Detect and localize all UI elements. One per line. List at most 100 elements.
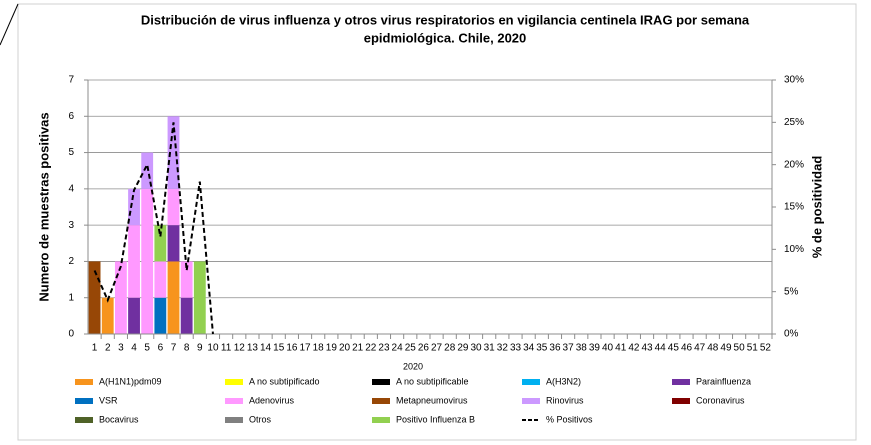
x-tick-label: 5	[144, 343, 150, 354]
legend-label: Parainfluenza	[696, 376, 751, 386]
legend-swatch	[75, 379, 93, 385]
legend-swatch	[225, 398, 243, 404]
x-tick-label: 24	[392, 343, 404, 354]
y2-tick-label: 10%	[784, 244, 804, 255]
legend-label: Metapneumovirus	[396, 395, 468, 405]
bar-segment	[167, 225, 180, 262]
x-tick-label: 46	[681, 343, 693, 354]
x-tick-label: 14	[260, 343, 272, 354]
x-tick-label: 13	[247, 343, 259, 354]
legend-swatch	[75, 398, 93, 404]
bar-segment	[180, 261, 193, 298]
x-tick-label: 29	[457, 343, 469, 354]
bar-segment	[141, 188, 154, 334]
x-tick-label: 3	[118, 343, 124, 354]
x-axis-title: 2020	[403, 361, 423, 371]
y-tick-label: 7	[68, 75, 74, 86]
legend-swatch	[75, 417, 93, 423]
x-tick-label: 20	[339, 343, 351, 354]
bar-segment	[154, 297, 167, 334]
chart-title: Distribución de virus influenza y otros …	[141, 12, 750, 27]
bar-segment	[154, 225, 167, 262]
x-tick-label: 17	[299, 343, 311, 354]
x-tick-label: 32	[497, 343, 509, 354]
x-tick-label: 44	[655, 343, 667, 354]
x-tick-label: 7	[171, 343, 177, 354]
bar-segment	[167, 261, 180, 334]
bar-segment	[128, 225, 140, 298]
y2-tick-label: 15%	[784, 202, 804, 213]
y2-tick-label: 0%	[784, 329, 799, 340]
x-tick-label: 30	[470, 343, 482, 354]
y-tick-label: 3	[68, 220, 74, 231]
x-tick-label: 52	[760, 343, 772, 354]
bar-segment	[167, 116, 180, 189]
legend-label: VSR	[99, 395, 118, 405]
legend-label: Adenovirus	[249, 395, 295, 405]
y-tick-label: 5	[68, 147, 74, 158]
x-tick-label: 18	[313, 343, 325, 354]
x-tick-label: 8	[184, 343, 190, 354]
x-tick-label: 35	[536, 343, 548, 354]
y-tick-label: 4	[68, 183, 74, 194]
x-tick-label: 19	[326, 343, 338, 354]
chart-title: epidmiológica. Chile, 2020	[364, 30, 527, 45]
x-tick-label: 50	[734, 343, 746, 354]
x-tick-label: 40	[602, 343, 614, 354]
x-tick-label: 38	[576, 343, 588, 354]
y2-tick-label: 30%	[784, 75, 804, 86]
legend-label: A no subtipificado	[249, 376, 320, 386]
x-tick-label: 23	[378, 343, 390, 354]
bar-segment	[128, 188, 140, 226]
legend-swatch	[225, 379, 243, 385]
bar-segment	[88, 261, 101, 334]
y2-axis-title: % de positividad	[809, 156, 824, 259]
legend-swatch	[372, 417, 390, 423]
legend-swatch	[672, 379, 690, 385]
bar-segment	[128, 297, 140, 334]
y-axis-title: Numero de muestras positivas	[36, 112, 51, 301]
y2-tick-label: 25%	[784, 117, 804, 128]
x-tick-label: 33	[510, 343, 522, 354]
x-tick-label: 15	[273, 343, 285, 354]
x-tick-label: 25	[405, 343, 417, 354]
y2-tick-label: 5%	[784, 286, 799, 297]
x-tick-label: 1	[92, 343, 98, 354]
line-series	[93, 122, 214, 335]
x-tick-label: 22	[365, 343, 377, 354]
x-tick-label: 10	[207, 343, 219, 354]
x-tick-label: 49	[720, 343, 732, 354]
x-tick-label: 16	[286, 343, 298, 354]
legend-label: Otros	[249, 414, 272, 424]
legend-label: A no subtipificable	[396, 376, 469, 386]
legend-label: Coronavirus	[696, 395, 745, 405]
legend-label: A(H3N2)	[546, 376, 581, 386]
x-tick-label: 2	[105, 343, 111, 354]
legend-label: Bocavirus	[99, 414, 139, 424]
legend-swatch	[522, 398, 540, 404]
x-tick-label: 27	[431, 343, 443, 354]
bar-segment	[114, 261, 127, 334]
legend-label: Positivo Influenza B	[396, 414, 475, 424]
bar-segment	[193, 261, 206, 334]
y2-tick-label: 20%	[784, 159, 804, 170]
x-tick-label: 31	[484, 343, 496, 354]
x-tick-label: 6	[158, 343, 164, 354]
x-tick-label: 43	[641, 343, 653, 354]
legend-swatch	[372, 398, 390, 404]
x-tick-label: 34	[523, 343, 535, 354]
x-tick-label: 26	[418, 343, 430, 354]
legend-label: Rinovirus	[546, 395, 584, 405]
x-tick-label: 51	[747, 343, 759, 354]
x-tick-label: 48	[707, 343, 719, 354]
legend-swatch	[225, 417, 243, 423]
x-tick-label: 42	[628, 343, 640, 354]
bar-segment	[141, 152, 154, 189]
x-tick-label: 39	[589, 343, 601, 354]
y-tick-label: 6	[68, 111, 74, 122]
x-tick-label: 21	[352, 343, 364, 354]
x-tick-label: 45	[668, 343, 680, 354]
legend-swatch	[372, 379, 390, 385]
bar-segment	[154, 261, 167, 298]
